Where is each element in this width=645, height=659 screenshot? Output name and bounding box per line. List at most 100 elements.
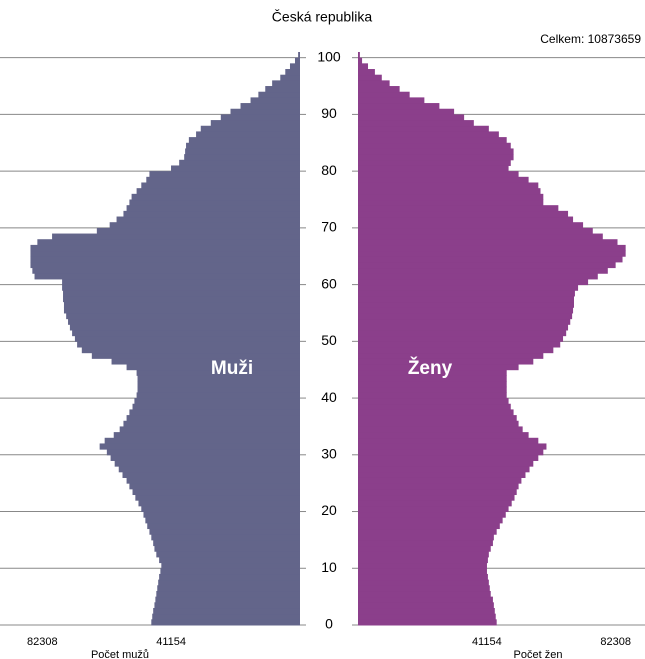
bar [280, 74, 300, 81]
bar [358, 398, 509, 405]
bar [151, 619, 300, 626]
bar [358, 607, 495, 615]
bar [358, 244, 626, 252]
bar [185, 148, 300, 155]
bar [72, 329, 301, 337]
bar [358, 517, 503, 524]
bar [159, 556, 300, 564]
bar [358, 63, 369, 70]
bar [358, 193, 544, 201]
bar [220, 114, 300, 121]
bar [156, 590, 300, 598]
legend-label: Muži [211, 358, 253, 379]
bar [136, 188, 300, 195]
bar [123, 210, 300, 218]
y-tick-label: 30 [321, 446, 337, 462]
y-tick-label: 80 [321, 162, 337, 178]
bar [358, 171, 519, 178]
bar [358, 364, 519, 371]
bar [250, 97, 300, 104]
bar [179, 159, 300, 166]
bar [210, 120, 300, 127]
bar [141, 182, 300, 189]
bar [358, 120, 474, 127]
bar [358, 556, 488, 564]
bar [110, 454, 300, 461]
bar [358, 199, 544, 206]
x-tick-label: 82308 [27, 636, 58, 648]
bar [154, 545, 300, 552]
bar [358, 602, 494, 609]
bar [63, 290, 300, 297]
bar [119, 426, 301, 433]
bar [358, 222, 584, 229]
bar [358, 210, 569, 218]
bar [358, 381, 507, 388]
bar [358, 239, 618, 246]
bar [230, 108, 300, 115]
bar [63, 307, 301, 314]
y-tick-label: 70 [321, 219, 337, 235]
bar [30, 256, 300, 263]
bar [171, 165, 300, 172]
bar [272, 80, 300, 87]
bar [358, 386, 507, 393]
bar [358, 312, 573, 320]
bar [358, 460, 534, 467]
bar [358, 545, 491, 552]
bar [136, 369, 300, 376]
bar [186, 142, 300, 149]
bar [358, 159, 511, 166]
bar [96, 227, 301, 235]
bar [30, 261, 300, 269]
bar [358, 415, 517, 422]
bar [118, 466, 300, 473]
bar [358, 69, 375, 76]
bar [157, 585, 300, 592]
bar [68, 318, 300, 325]
bar [153, 539, 300, 547]
bar [358, 154, 514, 161]
bar [184, 154, 300, 161]
bar [34, 273, 301, 280]
bar [32, 267, 300, 274]
y-tick-label: 0 [325, 616, 333, 632]
bar [111, 358, 301, 365]
bar [156, 551, 300, 558]
bar [358, 256, 623, 263]
bar [358, 528, 497, 535]
bar [109, 222, 301, 229]
bar [358, 57, 363, 64]
bar [131, 193, 300, 201]
bar [154, 602, 300, 609]
bar [77, 341, 301, 348]
bar [132, 488, 300, 496]
bar [30, 244, 300, 252]
bar [358, 409, 514, 416]
bar [74, 335, 300, 342]
y-tick-label: 90 [321, 105, 337, 121]
bar [358, 488, 517, 496]
bar [358, 494, 515, 501]
bar [358, 278, 589, 286]
x-axis-label: Počet mužů [91, 649, 149, 659]
bar [240, 103, 300, 110]
bar [358, 80, 390, 87]
bar [289, 63, 300, 70]
bar [358, 148, 514, 155]
bar [129, 483, 300, 490]
bar [358, 216, 574, 223]
bar [146, 176, 300, 183]
bar [66, 312, 300, 320]
bar [358, 114, 465, 121]
legend-label: Ženy [408, 357, 453, 379]
bar [358, 307, 574, 314]
bar [358, 375, 507, 382]
bar [358, 205, 559, 212]
bar [30, 250, 300, 257]
y-tick-label: 20 [321, 502, 337, 518]
bar [358, 86, 400, 93]
bar [152, 613, 300, 620]
bar [358, 335, 564, 342]
